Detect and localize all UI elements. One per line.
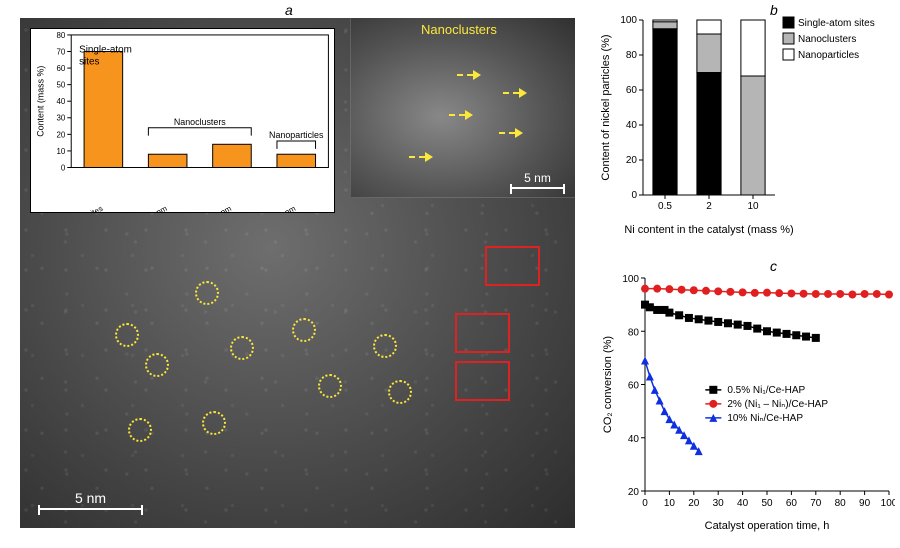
svg-text:10: 10 <box>664 498 676 509</box>
scale-bar-main-text: 5 nm <box>38 490 143 506</box>
svg-text:40: 40 <box>737 498 749 509</box>
single-atom-marker <box>230 336 254 360</box>
svg-text:Ni content in the catalyst (ma: Ni content in the catalyst (mass %) <box>624 224 793 236</box>
svg-text:0.5 – 1 nm: 0.5 – 1 nm <box>131 204 169 212</box>
scale-bar-inset: 5 nm <box>510 171 565 189</box>
svg-text:50: 50 <box>56 81 65 90</box>
single-atom-marker <box>388 380 412 404</box>
svg-text:20: 20 <box>626 155 638 166</box>
svg-text:0.5: 0.5 <box>658 201 672 212</box>
svg-text:Single-atom: Single-atom <box>79 45 132 56</box>
svg-text:sites: sites <box>79 57 99 68</box>
single-atom-marker <box>128 418 152 442</box>
svg-text:60: 60 <box>626 85 638 96</box>
scale-bar-main: 5 nm <box>38 490 143 510</box>
svg-text:0: 0 <box>642 498 648 509</box>
svg-text:20: 20 <box>628 487 640 498</box>
svg-text:Nanoparticles: Nanoparticles <box>269 130 324 140</box>
svg-text:30: 30 <box>56 114 65 123</box>
nanocluster-arrow-icon <box>449 110 473 120</box>
inset-tem-title: Nanoclusters <box>421 22 497 37</box>
svg-text:0: 0 <box>631 190 637 201</box>
svg-text:60: 60 <box>56 64 65 73</box>
svg-text:Nanoclusters: Nanoclusters <box>798 34 856 45</box>
svg-text:Nanoparticles: Nanoparticles <box>798 50 859 61</box>
svg-text:0.5% Ni₁/Ce-HAP: 0.5% Ni₁/Ce-HAP <box>727 385 805 396</box>
svg-text:2 – 10 nm: 2 – 10 nm <box>262 204 298 212</box>
svg-text:60: 60 <box>628 381 640 392</box>
tem-background: 5 nm Nanoclusters 5 nm 0 10 20 30 40 50 60 70 80… <box>20 18 575 528</box>
nanoparticle-marker <box>455 361 510 401</box>
svg-text:1 – 2 nm: 1 – 2 nm <box>202 204 234 212</box>
svg-text:100: 100 <box>620 15 637 26</box>
svg-text:90: 90 <box>859 498 871 509</box>
svg-text:Single-atom sites: Single-atom sites <box>47 204 105 212</box>
svg-text:50: 50 <box>761 498 773 509</box>
inset-bar-chart: 0 10 20 30 40 50 60 70 80 Content (mass %) Single-… <box>30 28 335 213</box>
svg-text:10% Niₙ/Ce-HAP: 10% Niₙ/Ce-HAP <box>727 413 803 424</box>
panel-a-microscopy: 5 nm Nanoclusters 5 nm 0 10 20 30 40 50 60 70 80… <box>20 18 575 528</box>
svg-text:60: 60 <box>786 498 798 509</box>
svg-text:80: 80 <box>835 498 847 509</box>
svg-text:100: 100 <box>622 274 639 285</box>
svg-text:80: 80 <box>628 327 640 338</box>
svg-text:80: 80 <box>626 50 638 61</box>
svg-text:Content of nickel particles (%: Content of nickel particles (%) <box>600 34 612 180</box>
single-atom-marker <box>318 374 342 398</box>
svg-text:100: 100 <box>881 498 895 509</box>
single-atom-marker <box>145 353 169 377</box>
nanocluster-arrow-icon <box>409 152 433 162</box>
single-atom-marker <box>115 323 139 347</box>
svg-text:2% (Ni₁ – Niₙ)/Ce-HAP: 2% (Ni₁ – Niₙ)/Ce-HAP <box>727 399 828 410</box>
nanoparticle-marker <box>455 313 510 353</box>
svg-text:Content (mass %): Content (mass %) <box>36 66 46 137</box>
svg-text:Nanoclusters: Nanoclusters <box>174 117 226 127</box>
svg-text:30: 30 <box>713 498 725 509</box>
panel-a-label: a <box>285 2 293 18</box>
nanocluster-arrow-icon <box>457 70 481 80</box>
svg-text:0: 0 <box>61 163 66 172</box>
svg-text:40: 40 <box>628 434 640 445</box>
single-atom-marker <box>373 334 397 358</box>
svg-text:Single-atom sites: Single-atom sites <box>798 18 875 29</box>
svg-text:10: 10 <box>747 201 759 212</box>
svg-text:40: 40 <box>626 120 638 131</box>
single-atom-marker <box>195 281 219 305</box>
panel-c-line-chart: 20 40 60 80 100 0 10 20 30 40 50 60 70 80 90 100 CO₂ con… <box>595 268 895 533</box>
single-atom-marker <box>292 318 316 342</box>
svg-text:70: 70 <box>56 47 65 56</box>
inset-tem: Nanoclusters 5 nm <box>350 18 575 198</box>
svg-text:70: 70 <box>810 498 822 509</box>
svg-text:20: 20 <box>56 130 65 139</box>
svg-text:2: 2 <box>706 201 712 212</box>
scale-bar-inset-text: 5 nm <box>510 171 565 185</box>
svg-text:40: 40 <box>56 97 65 106</box>
svg-text:10: 10 <box>56 147 65 156</box>
svg-text:20: 20 <box>688 498 700 509</box>
svg-text:CO₂ conversion (%): CO₂ conversion (%) <box>602 336 614 433</box>
svg-text:80: 80 <box>56 31 65 40</box>
nanocluster-arrow-icon <box>503 88 527 98</box>
panel-b-stacked-bar: 0 20 40 60 80 100 Content of nickel particles … <box>595 12 885 237</box>
single-atom-marker <box>202 411 226 435</box>
nanocluster-arrow-icon <box>499 128 523 138</box>
svg-text:Catalyst operation time, h: Catalyst operation time, h <box>705 520 830 532</box>
nanoparticle-marker <box>485 246 540 286</box>
